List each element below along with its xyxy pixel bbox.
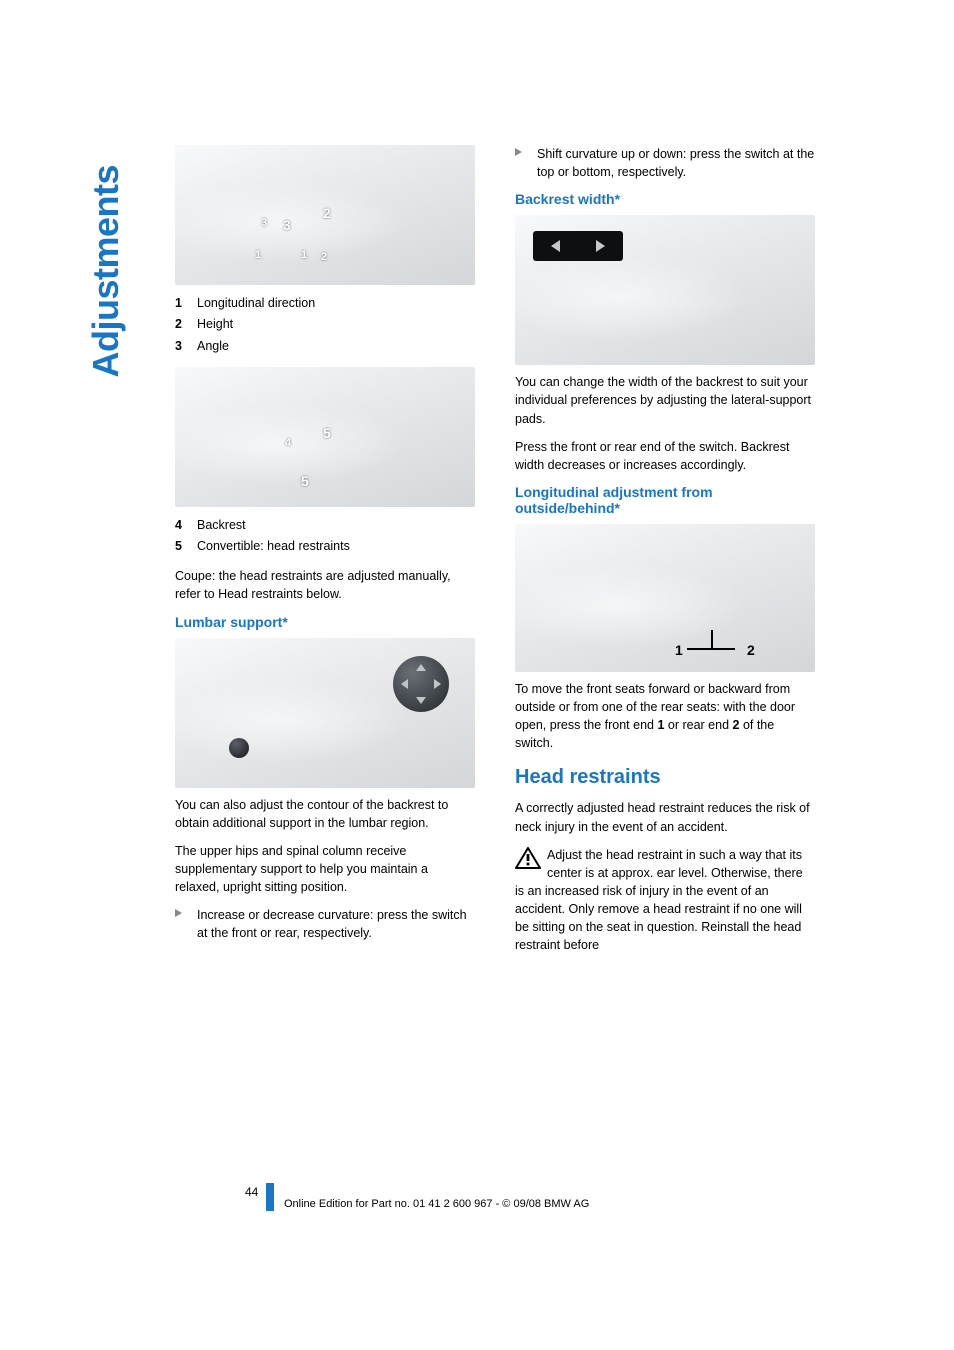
warning-block: Adjust the head restraint in such a way … bbox=[515, 846, 815, 955]
bullet-text: Shift curvature up or down: press the sw… bbox=[537, 147, 814, 179]
lumbar-bullet-1: Increase or decrease curvature: press th… bbox=[175, 906, 475, 942]
lumbar-paragraph-2: The upper hips and spinal column receive… bbox=[175, 842, 475, 896]
legend-text: Angle bbox=[197, 339, 229, 353]
legend-text: Height bbox=[197, 317, 233, 331]
backrest-paragraph-1: You can change the width of the backrest… bbox=[515, 373, 815, 427]
longitudinal-heading: Longitudinal adjustment from outside/beh… bbox=[515, 484, 815, 516]
coupe-note: Coupe: the head restraints are adjusted … bbox=[175, 567, 475, 603]
left-column: 3 3 2 2 1 1 1 Longitudinal direction 2 Hei… bbox=[175, 145, 475, 948]
switch-knob-icon bbox=[229, 738, 249, 758]
lumbar-paragraph-1: You can also adjust the contour of the b… bbox=[175, 796, 475, 832]
longitudinal-diagram: 1 2 bbox=[515, 524, 815, 672]
backrest-width-heading: Backrest width* bbox=[515, 191, 815, 207]
triangle-bullet-icon bbox=[175, 909, 182, 917]
list-item: 1 Longitudinal direction bbox=[175, 293, 475, 314]
warning-text: Adjust the head restraint in such a way … bbox=[515, 848, 803, 953]
seat-diagram-2: 4 5 5 bbox=[175, 367, 475, 507]
legend-number: 1 bbox=[175, 293, 182, 314]
lumbar-control-icon bbox=[393, 656, 449, 712]
text-fragment: or rear end bbox=[664, 718, 732, 732]
legend-number: 5 bbox=[175, 536, 182, 557]
legend-number: 4 bbox=[175, 515, 182, 536]
diagram-label: 3 bbox=[283, 217, 291, 233]
backrest-width-diagram bbox=[515, 215, 815, 365]
backrest-switch-icon bbox=[533, 231, 623, 261]
diagram-label: 3 bbox=[261, 217, 267, 229]
backrest-paragraph-2: Press the front or rear end of the switc… bbox=[515, 438, 815, 474]
warning-icon bbox=[515, 847, 541, 869]
legend-list-1: 1 Longitudinal direction 2 Height 3 Angle bbox=[175, 293, 475, 357]
legend-text: Longitudinal direction bbox=[197, 296, 315, 310]
diagram-label: 1 bbox=[675, 642, 683, 658]
right-column: Shift curvature up or down: press the sw… bbox=[515, 145, 815, 954]
bullet-text: Increase or decrease curvature: press th… bbox=[197, 908, 467, 940]
head-restraints-heading: Head restraints bbox=[515, 766, 815, 789]
head-restraints-intro: A correctly adjusted head restraint redu… bbox=[515, 799, 815, 835]
seat-diagram-1: 3 3 2 2 1 1 bbox=[175, 145, 475, 285]
list-item: 3 Angle bbox=[175, 336, 475, 357]
diagram-label: 1 bbox=[255, 249, 261, 261]
diagram-label: 2 bbox=[747, 642, 755, 658]
shift-curvature-bullet: Shift curvature up or down: press the sw… bbox=[515, 145, 815, 181]
legend-text: Convertible: head restraints bbox=[197, 539, 350, 553]
legend-text: Backrest bbox=[197, 518, 246, 532]
diagram-label: 5 bbox=[323, 425, 331, 441]
legend-number: 3 bbox=[175, 336, 182, 357]
diagram-label: 5 bbox=[301, 473, 309, 489]
diagram-label: 2 bbox=[321, 251, 327, 263]
edition-footer: Online Edition for Part no. 01 41 2 600 … bbox=[284, 1198, 589, 1210]
longitudinal-paragraph: To move the front seats forward or backw… bbox=[515, 680, 815, 753]
list-item: 2 Height bbox=[175, 314, 475, 335]
list-item: 4 Backrest bbox=[175, 515, 475, 536]
sidebar-section-title: Adjustments bbox=[85, 165, 127, 378]
diagram-label: 2 bbox=[323, 205, 331, 221]
legend-list-2: 4 Backrest 5 Convertible: head restraints bbox=[175, 515, 475, 558]
legend-number: 2 bbox=[175, 314, 182, 335]
list-item: 5 Convertible: head restraints bbox=[175, 536, 475, 557]
triangle-bullet-icon bbox=[515, 148, 522, 156]
diagram-label: 4 bbox=[285, 437, 291, 449]
diagram-label: 1 bbox=[301, 249, 307, 261]
page-number: 44 bbox=[245, 1185, 258, 1199]
lumbar-diagram bbox=[175, 638, 475, 788]
edition-marker bbox=[266, 1183, 274, 1211]
lumbar-support-heading: Lumbar support* bbox=[175, 614, 475, 630]
